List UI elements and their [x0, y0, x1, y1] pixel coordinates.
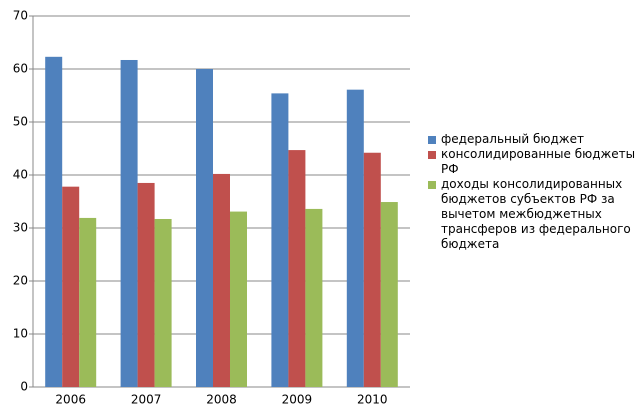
x-tick-label: 2007 — [131, 393, 162, 407]
legend-label: консолидированные бюджеты РФ — [441, 147, 636, 176]
legend-item: федеральный бюджет — [428, 132, 640, 147]
bar — [154, 218, 172, 387]
legend-item: доходы консолидированных бюджетов субъек… — [428, 177, 640, 252]
legend: федеральный бюджет консолидированные бюдж… — [428, 132, 640, 252]
legend-swatch — [428, 136, 436, 144]
y-tick-label: 50 — [13, 115, 28, 129]
legend-swatch — [428, 151, 436, 159]
bar — [363, 152, 381, 387]
legend-label: доходы консолидированных бюджетов субъек… — [441, 177, 631, 251]
bar — [271, 93, 289, 387]
x-tick-label: 2008 — [206, 393, 237, 407]
bar — [137, 182, 155, 387]
y-tick-label: 60 — [13, 62, 28, 76]
y-tick-label: 30 — [13, 221, 28, 235]
y-tick-label: 40 — [13, 168, 28, 182]
bar — [213, 173, 230, 387]
bar — [120, 59, 138, 388]
x-tick-label: 2006 — [55, 393, 86, 407]
y-tick-label: 0 — [20, 380, 28, 394]
x-tick-label: 2010 — [357, 393, 388, 407]
bar — [380, 202, 398, 387]
legend-swatch — [428, 181, 436, 189]
x-tick-label: 2009 — [282, 393, 313, 407]
bar — [45, 56, 63, 388]
y-tick-label: 20 — [13, 274, 28, 288]
bar — [79, 217, 97, 387]
bar — [196, 69, 213, 387]
legend-label: федеральный бюджет — [441, 132, 584, 146]
y-tick-label: 10 — [13, 327, 28, 341]
bar — [288, 150, 306, 387]
legend-item: консолидированные бюджеты РФ — [428, 147, 640, 177]
bar — [346, 89, 364, 388]
bar — [230, 211, 247, 387]
bar — [62, 186, 80, 387]
bar — [305, 208, 323, 387]
y-tick-label: 70 — [13, 9, 28, 23]
